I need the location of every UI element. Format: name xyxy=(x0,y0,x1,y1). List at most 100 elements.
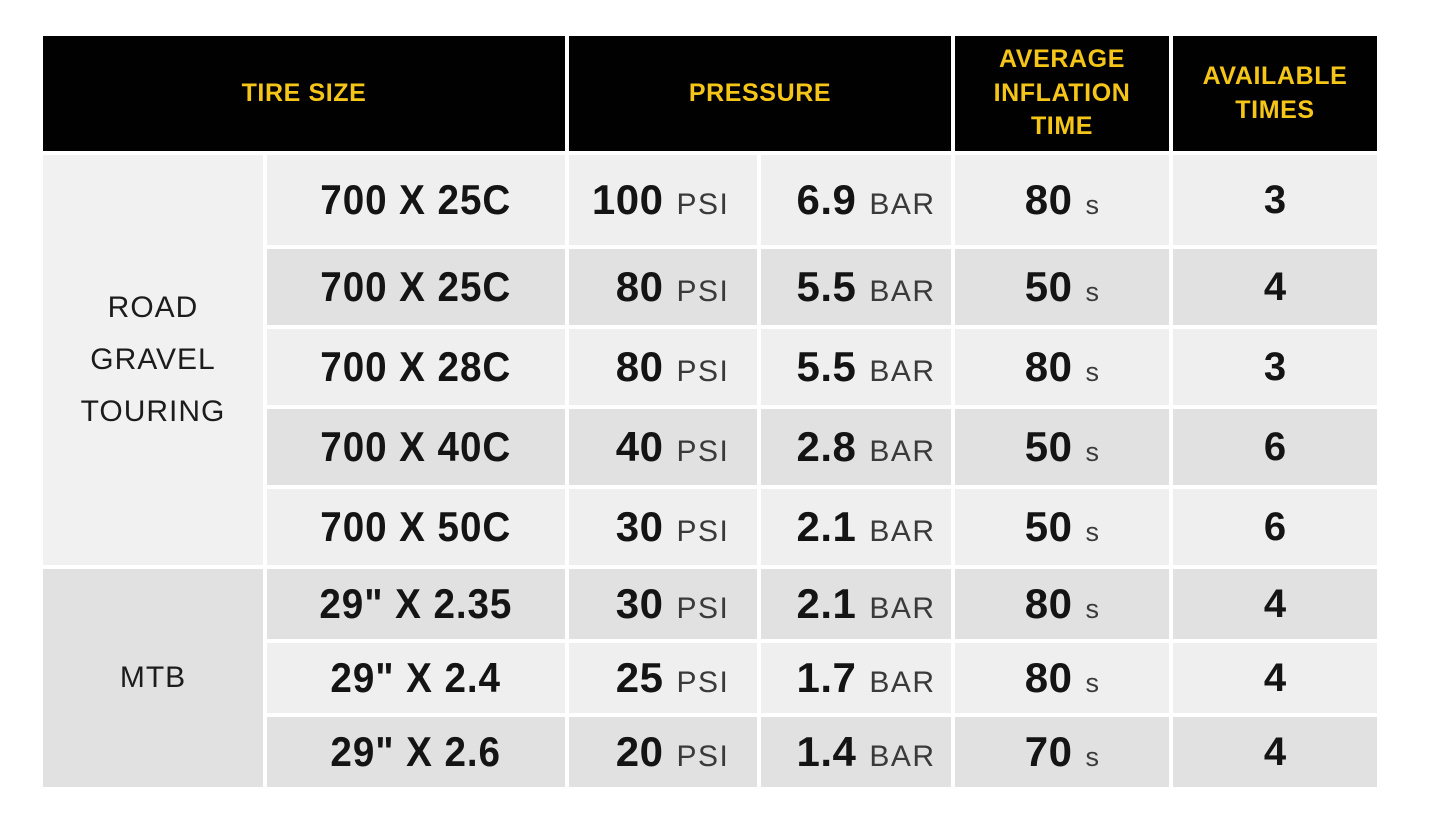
bar-value: 6.9 xyxy=(796,176,857,223)
available-times-value: 4 xyxy=(1263,729,1287,774)
psi-unit: PSI xyxy=(676,435,730,468)
table-row: 29" X 2.6 20 PSI 1.4 BAR 70 s 4 xyxy=(43,717,1377,787)
header-tire-size-label: TIRE SIZE xyxy=(241,78,367,107)
table-row: MTB 29" X 2.35 30 PSI 2.1 BAR 80 s 4 xyxy=(43,569,1377,787)
available-times-cell: 4 xyxy=(1173,717,1377,787)
time-value: 50 xyxy=(1024,423,1073,470)
pressure-psi-cell: 25 PSI xyxy=(569,643,757,713)
header-tire-size: TIRE SIZE xyxy=(43,36,565,151)
pressure-psi-cell: 30 PSI xyxy=(569,489,757,565)
time-unit: s xyxy=(1085,357,1101,387)
header-available-times-label: AVAILABLE TIMES xyxy=(1202,61,1348,124)
psi-value: 80 xyxy=(615,263,664,310)
tire-size-cell: 29" X 2.35 xyxy=(267,569,565,639)
tire-inflation-spec-table: TIRE SIZE PRESSURE AVERAGE INFLATION TIM… xyxy=(39,32,1381,791)
table-row: 700 X 28C 80 PSI 5.5 BAR 80 s 3 xyxy=(43,329,1377,405)
tire-size-cell: 29" X 2.6 xyxy=(267,717,565,787)
tire-size-cell: 700 X 25C xyxy=(267,249,565,325)
bar-unit: BAR xyxy=(869,515,936,548)
bar-value: 2.1 xyxy=(796,580,857,627)
time-unit: s xyxy=(1085,437,1101,467)
time-value: 50 xyxy=(1024,263,1073,310)
inflation-time-cell: 80 s xyxy=(955,329,1169,405)
bar-value: 5.5 xyxy=(796,263,857,310)
pressure-bar-cell: 6.9 BAR xyxy=(761,155,951,245)
available-times-cell: 3 xyxy=(1173,155,1377,245)
inflation-time-cell: 50 s xyxy=(955,489,1169,565)
available-times-cell: 6 xyxy=(1173,409,1377,485)
bar-value: 5.5 xyxy=(796,343,857,390)
tire-size-cell: 29" X 2.4 xyxy=(267,643,565,713)
available-times-value: 4 xyxy=(1263,581,1287,626)
table-row: 700 X 50C 30 PSI 2.1 BAR 50 s 6 xyxy=(43,489,1377,565)
psi-unit: PSI xyxy=(676,355,730,388)
pressure-bar-cell: 5.5 BAR xyxy=(761,329,951,405)
tire-size-value: 29" X 2.35 xyxy=(319,580,513,627)
available-times-cell: 4 xyxy=(1173,569,1377,639)
psi-value: 25 xyxy=(615,654,664,701)
tire-size-cell: 700 X 40C xyxy=(267,409,565,485)
time-value: 80 xyxy=(1024,654,1073,701)
pressure-bar-cell: 2.8 BAR xyxy=(761,409,951,485)
psi-unit: PSI xyxy=(676,666,730,699)
tire-size-cell: 700 X 50C xyxy=(267,489,565,565)
bar-unit: BAR xyxy=(869,592,936,625)
header-available-times: AVAILABLE TIMES xyxy=(1173,36,1377,151)
group-label-mtb: MTB xyxy=(119,661,187,694)
psi-unit: PSI xyxy=(676,740,730,773)
time-unit: s xyxy=(1085,668,1101,698)
time-value: 50 xyxy=(1024,503,1073,550)
psi-value: 20 xyxy=(615,728,664,775)
available-times-value: 4 xyxy=(1263,655,1287,700)
bar-unit: BAR xyxy=(869,355,936,388)
inflation-time-cell: 70 s xyxy=(955,717,1169,787)
pressure-bar-cell: 1.7 BAR xyxy=(761,643,951,713)
available-times-cell: 3 xyxy=(1173,329,1377,405)
time-value: 70 xyxy=(1024,728,1073,775)
tire-size-value: 700 X 50C xyxy=(320,503,512,550)
time-value: 80 xyxy=(1024,176,1073,223)
available-times-value: 3 xyxy=(1263,177,1287,222)
time-value: 80 xyxy=(1024,580,1073,627)
bar-unit: BAR xyxy=(869,666,936,699)
inflation-time-cell: 80 s xyxy=(955,569,1169,639)
time-unit: s xyxy=(1085,277,1101,307)
psi-value: 40 xyxy=(615,423,664,470)
time-unit: s xyxy=(1085,190,1101,220)
bar-unit: BAR xyxy=(869,275,936,308)
bar-value: 2.1 xyxy=(796,503,857,550)
available-times-cell: 4 xyxy=(1173,643,1377,713)
available-times-value: 3 xyxy=(1263,344,1287,389)
time-unit: s xyxy=(1085,517,1101,547)
time-value: 80 xyxy=(1024,343,1073,390)
group-label-gravel: GRAVEL xyxy=(90,343,216,376)
inflation-time-cell: 50 s xyxy=(955,249,1169,325)
pressure-psi-cell: 40 PSI xyxy=(569,409,757,485)
psi-unit: PSI xyxy=(676,188,730,221)
group-label-touring: TOURING xyxy=(80,395,226,428)
tire-size-cell: 700 X 28C xyxy=(267,329,565,405)
available-times-value: 6 xyxy=(1263,424,1287,469)
pressure-psi-cell: 80 PSI xyxy=(569,329,757,405)
pressure-psi-cell: 30 PSI xyxy=(569,569,757,639)
tire-size-cell: 700 X 25C xyxy=(267,155,565,245)
tire-size-value: 700 X 28C xyxy=(320,343,512,390)
pressure-bar-cell: 5.5 BAR xyxy=(761,249,951,325)
available-times-value: 6 xyxy=(1263,504,1287,549)
pressure-bar-cell: 2.1 BAR xyxy=(761,489,951,565)
bar-value: 2.8 xyxy=(796,423,857,470)
psi-value: 30 xyxy=(615,580,664,627)
psi-unit: PSI xyxy=(676,515,730,548)
group-cell-mtb: MTB xyxy=(43,569,263,787)
inflation-time-cell: 80 s xyxy=(955,643,1169,713)
available-times-cell: 4 xyxy=(1173,249,1377,325)
psi-unit: PSI xyxy=(676,275,730,308)
bar-value: 1.7 xyxy=(796,654,857,701)
psi-unit: PSI xyxy=(676,592,730,625)
pressure-bar-cell: 1.4 BAR xyxy=(761,717,951,787)
pressure-psi-cell: 20 PSI xyxy=(569,717,757,787)
psi-value: 100 xyxy=(591,176,664,223)
table-row: ROAD GRAVEL TOURING 700 X 25C 100 PSI 6.9… xyxy=(43,155,1377,565)
inflation-time-cell: 50 s xyxy=(955,409,1169,485)
tire-size-value: 700 X 40C xyxy=(320,423,512,470)
